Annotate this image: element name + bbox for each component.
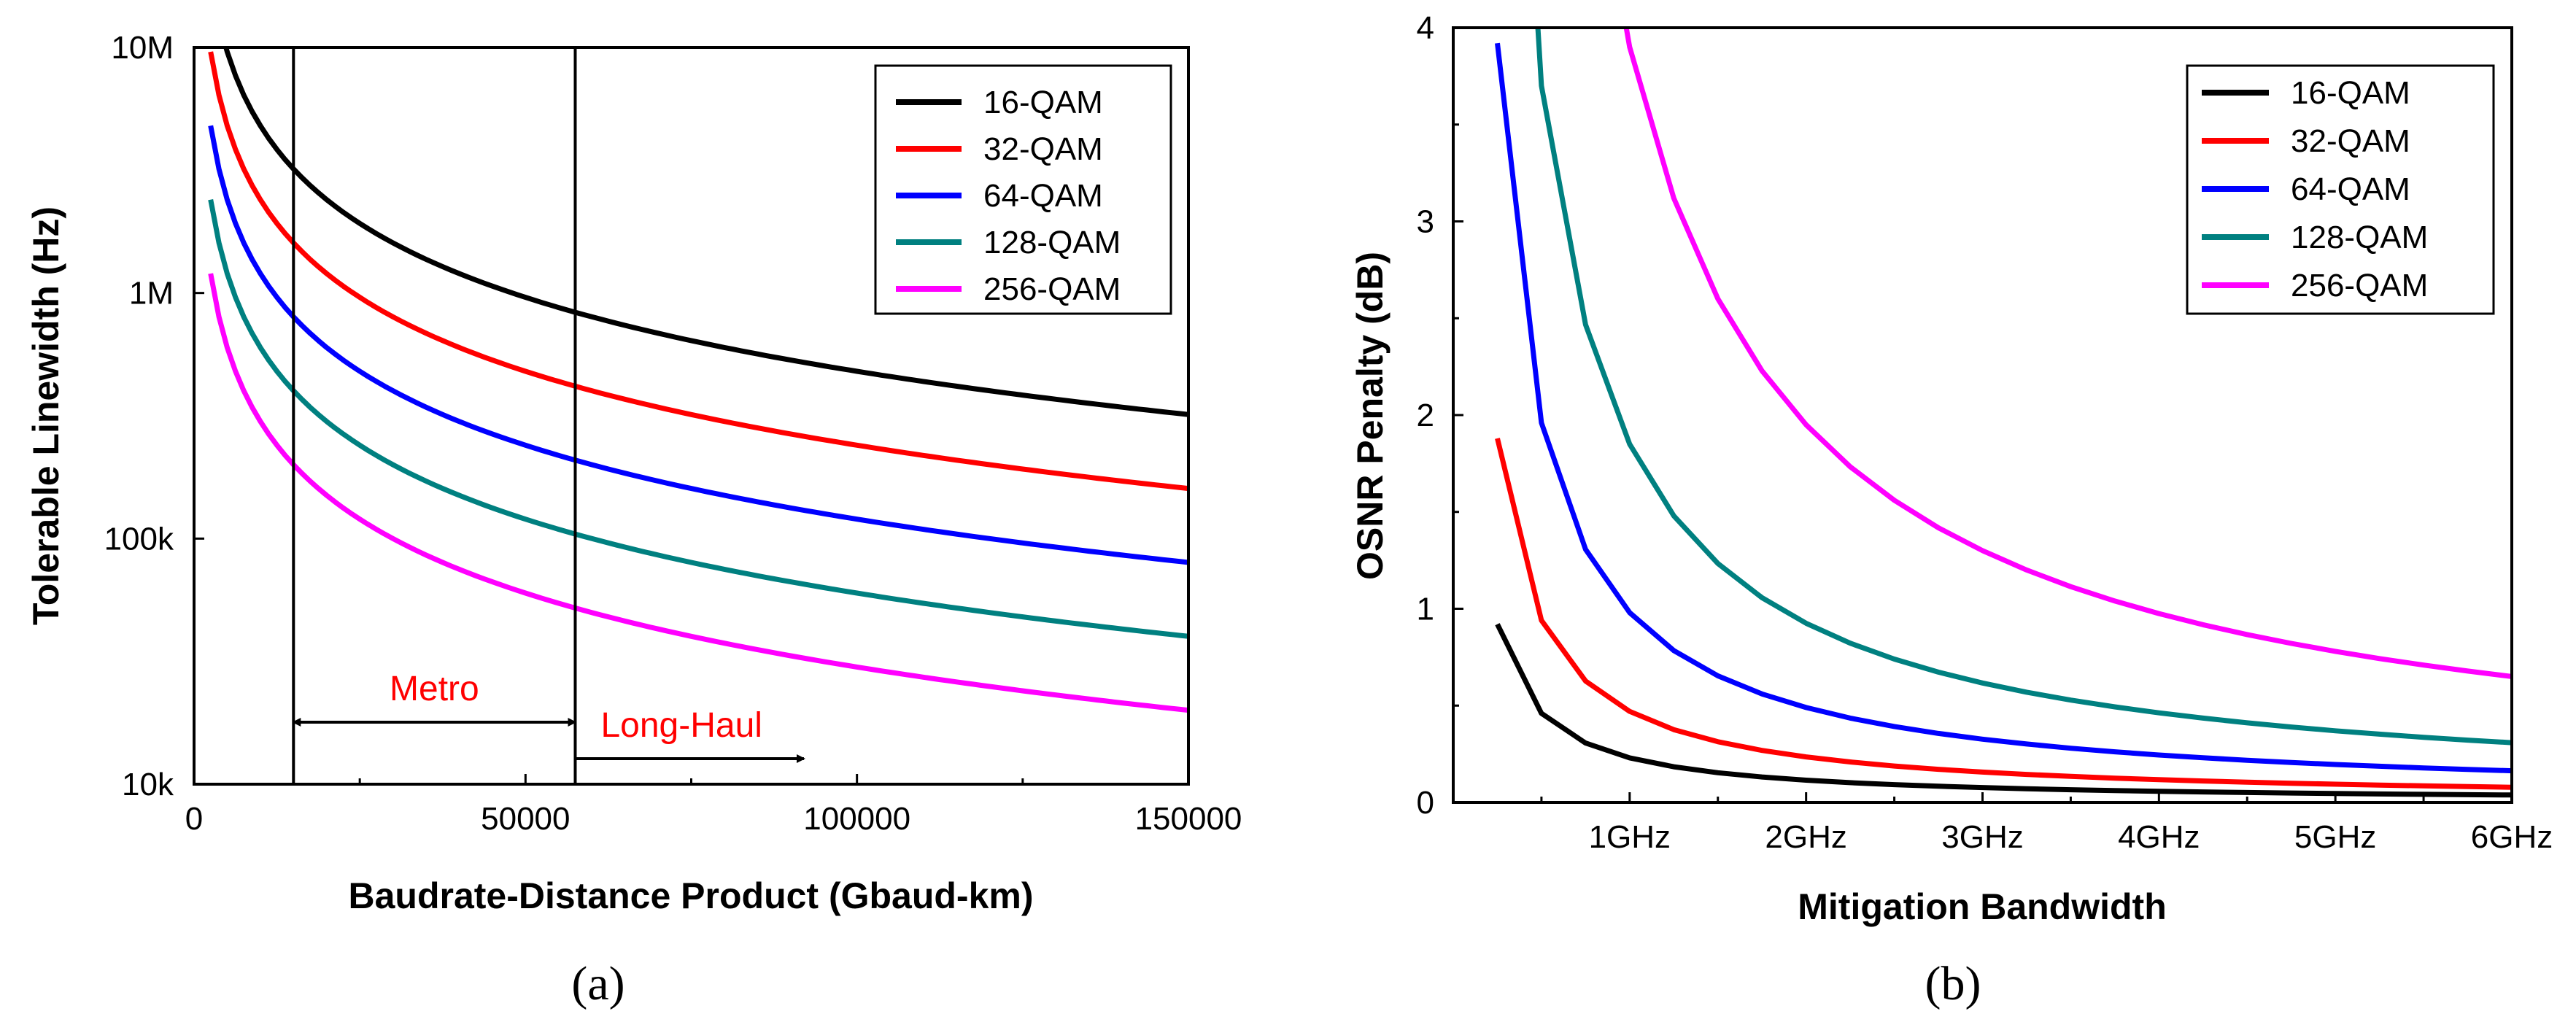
legend-box-a: [874, 64, 1172, 315]
x-tick-label-a: 0: [185, 801, 203, 837]
series-line-b-256-qam: [1623, 28, 2512, 679]
y-tick-label-b: 1: [1417, 592, 1434, 627]
series-line-b-32-qam: [1495, 438, 2512, 790]
y-tick-label-b: 3: [1417, 204, 1434, 240]
x-tick-label-b: 2GHz: [1765, 819, 1846, 855]
legend-label-a: 64-QAM: [983, 178, 1103, 214]
series-group-a: [208, 47, 1188, 713]
x-axis-title-a: Baudrate-Distance Product (Gbaud-km): [348, 875, 1033, 916]
y-axis-title-a: Tolerable Linewidth (Hz): [26, 206, 66, 625]
annotation-label-metro: Metro: [390, 670, 479, 708]
legend-label-a: 16-QAM: [983, 85, 1103, 120]
y-tick-label-a: 10M: [111, 30, 174, 66]
y-tick-label-a: 1M: [129, 276, 174, 311]
y-tick-label-b: 0: [1417, 785, 1434, 821]
y-tick-label-b: 4: [1417, 10, 1434, 46]
legend-label-b: 128-QAM: [2291, 220, 2428, 255]
series-line-a-32-qam: [208, 51, 1188, 492]
series-group-b: [1495, 28, 2512, 798]
y-tick-label-a: 100k: [104, 521, 174, 557]
legend-label-b: 64-QAM: [2291, 171, 2410, 207]
x-tick-label-a: 50000: [481, 801, 570, 837]
y-axis-title-b: OSNR Penalty (dB): [1350, 252, 1391, 580]
legend-a: 16-QAM 32-QAM 64-QAM 128-QAM 256-QAM: [874, 64, 1172, 315]
panel-label-b: (b): [1925, 957, 1981, 1010]
x-tick-label-b: 1GHz: [1589, 819, 1671, 855]
annotations-a: Metro Long-Haul: [292, 670, 805, 763]
x-tick-label-b: 4GHz: [2118, 819, 2200, 855]
legend-label-b: 256-QAM: [2291, 268, 2428, 303]
x-axis-title-b: Mitigation Bandwidth: [1798, 886, 2166, 927]
legend-label-b: 32-QAM: [2291, 123, 2410, 159]
axes-b: 1GHz 2GHz 3GHz 4GHz 5GHz 6GHz 0 1 2 3 4: [1417, 10, 2553, 855]
x-tick-label-b: 3GHz: [1941, 819, 2023, 855]
chart-panel-a: Metro Long-Haul 0 50000 100000 150000 10k 100k…: [26, 30, 1242, 1010]
series-line-a-256-qam: [208, 273, 1188, 713]
x-tick-label-b: 5GHz: [2294, 819, 2376, 855]
metro-boundary-lines: [292, 47, 577, 784]
legend-label-b: 16-QAM: [2291, 75, 2410, 111]
series-line-b-128-qam: [1535, 28, 2512, 746]
series-line-b-64-qam: [1495, 42, 2512, 774]
axes-a: 0 50000 100000 150000 10k 100k 1M 10M: [104, 30, 1242, 837]
panel-label-a: (a): [571, 957, 624, 1010]
series-line-a-128-qam: [208, 199, 1188, 639]
chart-panel-b: 1GHz 2GHz 3GHz 4GHz 5GHz 6GHz 0 1 2 3 4 Mitigation…: [1350, 10, 2553, 1010]
legend-b: 16-QAM 32-QAM 64-QAM 128-QAM 256-QAM: [2186, 64, 2495, 315]
series-line-a-16-qam: [223, 47, 1188, 417]
legend-label-a: 128-QAM: [983, 225, 1121, 260]
legend-label-a: 256-QAM: [983, 271, 1121, 307]
series-line-a-64-qam: [208, 125, 1188, 565]
x-tick-label-a: 150000: [1135, 801, 1242, 837]
y-tick-label-b: 2: [1417, 398, 1434, 433]
series-line-b-16-qam: [1495, 623, 2512, 798]
annotation-label-long-haul: Long-Haul: [600, 706, 762, 745]
y-tick-label-a: 10k: [122, 767, 174, 802]
legend-label-a: 32-QAM: [983, 131, 1103, 167]
x-tick-label-b: 6GHz: [2471, 819, 2553, 855]
x-tick-label-a: 100000: [803, 801, 910, 837]
